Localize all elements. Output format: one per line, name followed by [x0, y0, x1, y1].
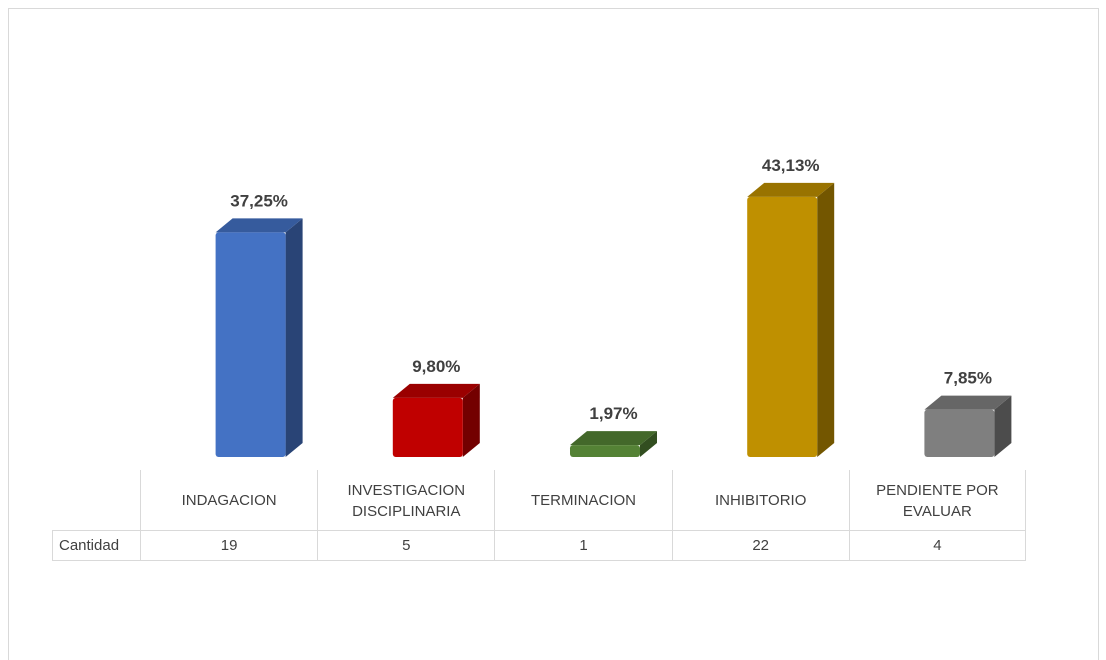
data-label: 43,13% [762, 156, 820, 175]
bar-side [640, 431, 657, 457]
bar-top [392, 383, 480, 398]
data-label: 1,97% [589, 404, 637, 423]
data-label: 7,85% [944, 369, 992, 388]
bar [392, 397, 463, 457]
bar-side [462, 383, 480, 457]
bar [215, 232, 286, 457]
table-value: 5 [317, 530, 495, 561]
bar-side [994, 395, 1012, 457]
category-label: INDAGACION [140, 470, 317, 531]
bar-top [570, 431, 657, 446]
bar-side [285, 218, 303, 457]
bar-top [215, 218, 303, 233]
bar [747, 196, 818, 458]
table-row-label: Cantidad [52, 530, 140, 561]
table-value: 19 [140, 530, 318, 561]
category-label: TERMINACION [494, 470, 671, 531]
bar-top [747, 182, 835, 197]
category-label: PENDIENTE POR EVALUAR [848, 470, 1026, 531]
category-label: INVESTIGACION DISCIPLINARIA [317, 470, 494, 531]
chart-frame [8, 8, 1099, 660]
bar [924, 409, 995, 457]
bar [570, 445, 640, 457]
data-label: 9,80% [412, 357, 460, 376]
table-value: 4 [848, 530, 1026, 561]
table-value: 1 [494, 530, 672, 561]
bar-side [817, 182, 835, 458]
table-value: 22 [671, 530, 849, 561]
data-label: 37,25% [230, 191, 288, 210]
category-label: INHIBITORIO [671, 470, 849, 531]
bar-top [924, 395, 1012, 410]
